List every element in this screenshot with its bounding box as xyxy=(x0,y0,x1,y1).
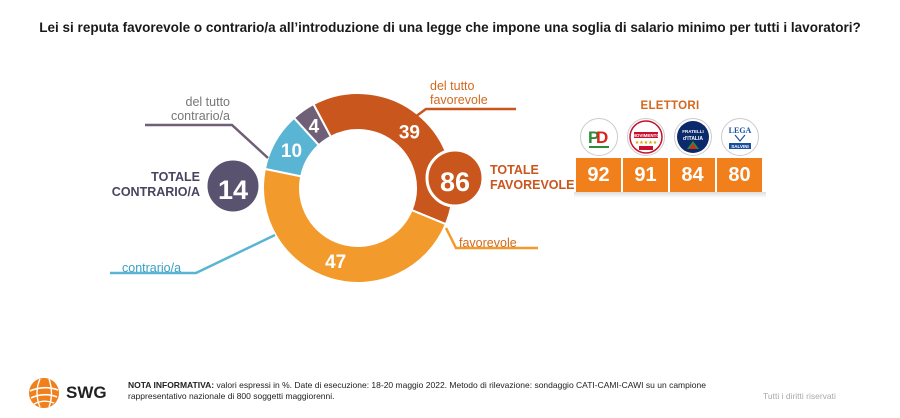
label-totale-favorevole: TOTALE FAVOREVOLE xyxy=(490,163,575,193)
total-value-totale-favorevole: 86 xyxy=(440,167,470,197)
leader-line-del-tutto-contrario xyxy=(145,123,269,159)
svg-text:FRATELLI: FRATELLI xyxy=(682,129,703,134)
elettori-title: ELETTORI xyxy=(640,100,700,112)
fdi-logo-icon: FRATELLI d'ITALIA xyxy=(674,118,712,156)
label-totale-favorevole-line1: TOTALE xyxy=(490,163,539,177)
donut-slices xyxy=(262,92,454,285)
slice-del-tutto-favorevole xyxy=(312,92,454,226)
slice-value-del-tutto-contrario-a: 4 xyxy=(309,116,320,137)
swg-logo-icon xyxy=(29,378,59,408)
label-del-tutto-favorevole-line1: del tutto xyxy=(430,79,475,93)
elettori-shadow xyxy=(574,192,766,198)
chart-title: Lei si reputa favorevole o contrario/a a… xyxy=(39,20,861,35)
total-contrario-bubble xyxy=(204,157,262,215)
footer-note-text: valori espressi in %. Date di esecuzione… xyxy=(128,380,706,401)
label-del-tutto-contrario: del tutto contrario/a xyxy=(160,95,230,123)
elettori-value-lega: 80 xyxy=(717,158,762,192)
label-favorevole: favorevole xyxy=(459,236,517,250)
svg-text:D: D xyxy=(596,128,608,147)
svg-text:★★★★★: ★★★★★ xyxy=(635,140,658,146)
slice-value-favorevole: 47 xyxy=(325,252,346,273)
m5s-logo-icon: MOVIMENTO ★★★★★ xyxy=(627,118,665,156)
label-contrario: contrario/a xyxy=(122,261,182,275)
leader-line-del-tutto-favorevole xyxy=(403,107,516,127)
label-totale-contrario: TOTALE CONTRARIO/A xyxy=(100,170,200,200)
pd-logo-icon: P D xyxy=(580,118,618,156)
svg-text:d'ITALIA: d'ITALIA xyxy=(683,136,703,142)
total-value-totale-contrario-a: 14 xyxy=(218,175,248,205)
svg-text:MOVIMENTO: MOVIMENTO xyxy=(632,133,660,138)
slice-favorevole xyxy=(262,167,448,285)
footer-note: NOTA INFORMATIVA: valori espressi in %. … xyxy=(128,380,748,402)
label-del-tutto-contrario-line1: del tutto xyxy=(185,95,230,109)
footer-note-bold: NOTA INFORMATIVA: xyxy=(128,380,215,390)
svg-text:SALVINI: SALVINI xyxy=(731,144,748,149)
leader-line-contrario xyxy=(110,233,276,275)
leader-line-favorevole xyxy=(444,227,538,250)
svg-text:LEGA: LEGA xyxy=(729,126,752,135)
slice-value-del-tutto-favorevole: 39 xyxy=(399,122,420,143)
slice-value-contrario-a: 10 xyxy=(281,141,302,162)
label-del-tutto-favorevole: del tutto favorevole xyxy=(430,79,488,107)
label-del-tutto-favorevole-line2: favorevole xyxy=(430,93,488,107)
elettori-value-pd: 92 xyxy=(576,158,621,192)
slice-del-tutto-contrario-a xyxy=(292,102,333,147)
lega-logo-icon: LEGA SALVINI xyxy=(721,118,759,156)
elettori-value-fdi: 84 xyxy=(670,158,715,192)
label-totale-contrario-line1: TOTALE xyxy=(151,170,200,184)
label-totale-favorevole-line2: FAVOREVOLE xyxy=(490,178,575,192)
label-del-tutto-contrario-line2: contrario/a xyxy=(170,109,230,123)
svg-text:P: P xyxy=(588,128,599,147)
total-favorevole-bubble xyxy=(425,148,485,208)
rights-reserved: Tutti i diritti riservati xyxy=(763,391,836,401)
swg-brand: SWG xyxy=(66,383,107,402)
label-totale-contrario-line2: CONTRARIO/A xyxy=(111,185,200,199)
elettori-value-m5s: 91 xyxy=(623,158,668,192)
